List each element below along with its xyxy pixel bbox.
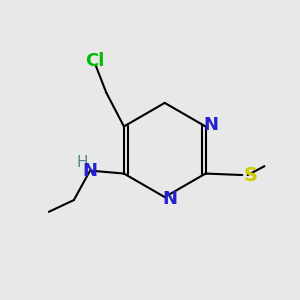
Text: N: N	[163, 190, 178, 208]
Text: N: N	[203, 116, 218, 134]
Text: Cl: Cl	[85, 52, 104, 70]
Text: N: N	[82, 162, 98, 180]
Text: S: S	[244, 166, 258, 184]
Text: H: H	[77, 155, 88, 170]
